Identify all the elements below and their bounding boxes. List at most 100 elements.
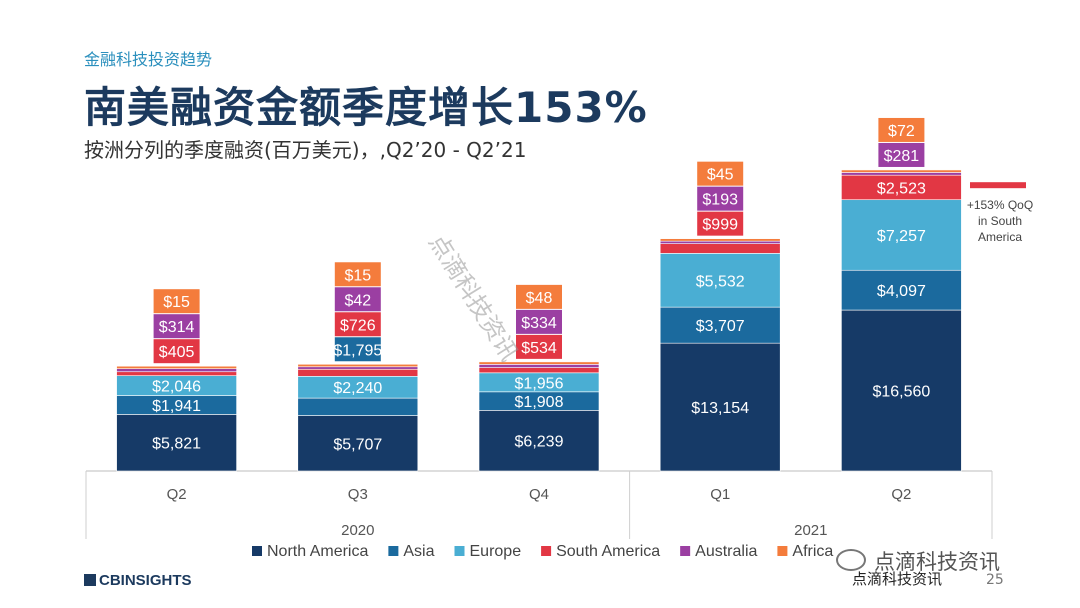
- data-label: $72: [888, 123, 915, 140]
- annotation-text: America: [978, 230, 1022, 244]
- bar-segment: [841, 199, 962, 271]
- data-label: $1,908: [515, 394, 564, 411]
- bar-segment: [659, 240, 781, 244]
- legend-swatch: [680, 546, 691, 556]
- data-label: $4,097: [877, 283, 926, 300]
- bar-segment: [297, 366, 419, 370]
- data-label: $1,941: [152, 398, 201, 415]
- logo-mark-icon: [84, 574, 96, 586]
- x-tick-label: Q2: [167, 486, 187, 503]
- data-label: $193: [702, 192, 738, 209]
- annotation-marker: [970, 182, 1026, 189]
- data-label: $2,523: [877, 180, 926, 197]
- year-label: 2021: [794, 522, 827, 539]
- data-label: $999: [702, 217, 738, 234]
- data-label: $16,560: [872, 384, 930, 401]
- data-label-box: [697, 186, 744, 211]
- bar-segment: [478, 367, 600, 374]
- data-label-box: [153, 289, 200, 314]
- data-label: $534: [521, 340, 557, 357]
- data-label: $15: [163, 294, 190, 311]
- legend-label: Asia: [403, 543, 434, 560]
- data-label-box: [334, 312, 381, 337]
- page-number: 25: [986, 572, 1004, 588]
- data-label: $2,240: [333, 380, 382, 397]
- bar-segment: [841, 172, 962, 176]
- bar-segment: [478, 410, 600, 472]
- legend-label: Australia: [695, 543, 757, 560]
- data-label-box: [516, 334, 562, 359]
- cbinsights-logo: CBINSIGHTS: [84, 572, 192, 589]
- bar-segment: [116, 414, 237, 472]
- legend-label: South America: [556, 543, 660, 560]
- legend-swatch: [541, 546, 552, 556]
- bar-segment: [297, 415, 419, 472]
- data-label-box: [334, 287, 381, 312]
- legend-swatch: [777, 546, 788, 556]
- data-label: $42: [344, 292, 371, 309]
- source-watermark: 点滴科技资讯: [852, 570, 943, 588]
- bar-segment: [116, 368, 237, 373]
- data-label-box: [334, 262, 381, 287]
- bar-segment: [659, 243, 781, 254]
- data-label: $3,707: [696, 318, 745, 335]
- legend-label: Europe: [470, 543, 522, 560]
- bar-segment: [659, 306, 781, 344]
- data-label: $48: [526, 290, 553, 307]
- bar-segment: [478, 361, 600, 365]
- bar-segment: [116, 371, 237, 376]
- data-label-box: [516, 309, 562, 334]
- data-label-box: [153, 314, 200, 339]
- data-label: $45: [707, 167, 734, 184]
- legend-label: North America: [267, 543, 368, 560]
- x-tick-label: Q1: [710, 486, 730, 503]
- data-label: $281: [884, 148, 920, 165]
- section-kicker: 金融科技投资趋势: [84, 50, 213, 69]
- data-label: $1,956: [515, 375, 564, 392]
- data-label: $13,154: [691, 400, 749, 417]
- social-account-name: 点滴科技资讯: [874, 550, 1000, 574]
- data-label: $726: [340, 317, 376, 334]
- logo-text: CBINSIGHTS: [99, 572, 192, 589]
- data-label-box: [878, 142, 925, 167]
- data-label-box: [153, 339, 200, 364]
- legend-swatch: [252, 546, 262, 556]
- year-label: 2020: [341, 522, 374, 539]
- bar-segment: [297, 368, 419, 377]
- data-label-box: [697, 161, 744, 186]
- data-label: $15: [344, 267, 371, 284]
- wechat-icon: [836, 549, 866, 571]
- page-title: 南美融资金额季度增长153%: [84, 83, 648, 132]
- bar-segment: [297, 363, 419, 368]
- bar-segment: [116, 365, 237, 369]
- data-label-box: [697, 211, 744, 236]
- data-label: $7,257: [877, 228, 926, 245]
- legend-swatch: [454, 546, 465, 556]
- data-label: $5,821: [152, 436, 201, 453]
- x-tick-label: Q3: [348, 486, 368, 503]
- bar-segment: [841, 309, 962, 472]
- data-label-box: [516, 284, 562, 309]
- data-label-box: [878, 117, 925, 142]
- legend-swatch: [388, 546, 399, 556]
- data-label: $314: [159, 319, 195, 336]
- data-label: $5,532: [696, 273, 745, 290]
- data-label: $334: [521, 315, 557, 332]
- data-label: $405: [159, 344, 195, 361]
- data-label: $6,239: [515, 434, 564, 451]
- data-label-box: [334, 337, 381, 362]
- legend-label: Africa: [792, 543, 833, 560]
- chart-subtitle: 按洲分列的季度融资(百万美元)，,Q2’20 - Q2’21: [84, 138, 527, 162]
- data-label: $1,795: [333, 342, 382, 359]
- x-tick-label: Q4: [529, 486, 549, 503]
- annotation-text: in South: [978, 214, 1022, 228]
- bar-segment: [659, 238, 781, 242]
- bar-segment: [297, 397, 419, 416]
- bar-segment: [659, 253, 781, 308]
- data-label: $5,707: [333, 436, 382, 453]
- bar-segment: [841, 169, 962, 173]
- social-account: 点滴科技资讯: [836, 546, 1000, 576]
- annotation-text: +153% QoQ: [967, 198, 1033, 212]
- x-tick-label: Q2: [891, 486, 911, 503]
